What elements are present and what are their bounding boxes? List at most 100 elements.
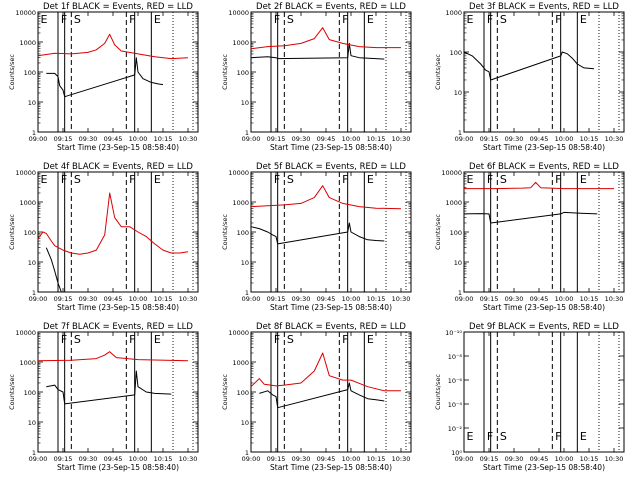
x-tick-label: 10:00 (129, 135, 148, 143)
x-axis-label: Start Time (23-Sep-15 08:58:40) (57, 303, 179, 312)
x-axis-label: Start Time (23-Sep-15 08:58:40) (270, 143, 392, 152)
phase-marker-label: E (41, 13, 48, 26)
y-tick-label: 1000 (232, 359, 249, 367)
x-tick-label: 09:30 (505, 295, 524, 303)
phase-marker-label: S (500, 13, 507, 26)
phase-marker-label: F (61, 173, 67, 186)
y-tick-label: 1000 (232, 199, 249, 207)
x-tick-label: 09:15 (480, 455, 499, 463)
phase-marker-label: F (274, 173, 280, 186)
series-events-line (250, 222, 385, 245)
x-axis-label: Start Time (23-Sep-15 08:58:40) (483, 463, 605, 472)
panel-title: Det 8f BLACK = Events, RED = LLD (256, 322, 406, 332)
y-tick-label: 1000 (19, 359, 36, 367)
y-axis-label: Counts/sec (221, 54, 229, 90)
panel-det-5: Det 5f BLACK = Events, RED = LLD 09:00 09:… (221, 162, 412, 312)
x-axis-label: Start Time (23-Sep-15 08:58:40) (270, 463, 392, 472)
x-tick-label: 09:00 (29, 135, 48, 143)
x-tick-label: 09:30 (79, 135, 98, 143)
x-tick-label: 09:15 (267, 295, 286, 303)
phase-marker-label: F (342, 333, 348, 346)
x-tick-label: 10:30 (179, 135, 198, 143)
x-tick-label: 09:00 (29, 455, 48, 463)
panel-det-9: Det 9f BLACK = Events, RED = LLD 09:00 09:… (434, 322, 625, 472)
phase-marker-label: E (41, 173, 48, 186)
y-tick-label: 100 (237, 389, 249, 397)
panel-title: Det 7f BLACK = Events, RED = LLD (43, 322, 193, 332)
x-tick-label: 09:30 (79, 455, 98, 463)
y-tick-label: 10⁰ (451, 449, 462, 457)
x-tick-label: 09:45 (104, 135, 123, 143)
phase-marker-label: E (154, 333, 161, 346)
phase-marker-label: F (274, 13, 280, 26)
y-tick-label: 1 (245, 289, 249, 297)
x-tick-label: 10:00 (342, 135, 361, 143)
y-tick-label: 1 (32, 449, 36, 457)
y-tick-label: 10000 (15, 9, 36, 17)
phase-marker-label: F (129, 13, 135, 26)
y-tick-label: 10000 (228, 169, 249, 177)
series-events-line (463, 51, 595, 81)
plot-frame (37, 171, 199, 293)
x-tick-label: 09:45 (530, 135, 549, 143)
y-tick-label: 10000 (228, 329, 249, 337)
panel-det-6: Det 6f BLACK = Events, RED = LLD 09:00 09:… (434, 162, 625, 312)
series-lld-line (250, 352, 401, 392)
phase-marker-label: F (61, 13, 67, 26)
y-tick-label: 1 (245, 449, 249, 457)
x-tick-label: 10:15 (367, 135, 386, 143)
x-tick-label: 09:45 (530, 295, 549, 303)
x-tick-label: 10:15 (580, 135, 599, 143)
panel-title: Det 2f BLACK = Events, RED = LLD (256, 2, 406, 12)
phase-marker-label: S (287, 13, 294, 26)
x-tick-label: 10:00 (129, 455, 148, 463)
series-events-line (250, 42, 385, 60)
y-tick-label: 10000 (15, 169, 36, 177)
phase-marker-label: F (487, 430, 493, 443)
x-tick-label: 09:00 (455, 455, 474, 463)
x-tick-label: 09:45 (317, 455, 336, 463)
phase-marker-label: F (487, 173, 493, 186)
series-lld-line (37, 33, 189, 60)
phase-marker-label: F (555, 13, 561, 26)
plot-frame (463, 11, 625, 133)
x-tick-label: 10:15 (154, 135, 173, 143)
x-tick-label: 10:00 (555, 135, 574, 143)
y-tick-label: 1000 (232, 39, 249, 47)
series-events-line (463, 211, 598, 224)
x-tick-label: 09:15 (480, 135, 499, 143)
phase-marker-label: E (154, 173, 161, 186)
y-axis-label: Counts/sec (434, 214, 442, 250)
x-tick-label: 09:15 (267, 135, 286, 143)
x-tick-label: 09:00 (455, 135, 474, 143)
phase-marker-label: E (580, 430, 587, 443)
y-tick-label: 10000 (228, 9, 249, 17)
panel-det-7: Det 7f BLACK = Events, RED = LLD 09:00 09:… (8, 322, 199, 472)
phase-marker-label: F (129, 333, 135, 346)
series-events-line (46, 57, 164, 98)
panel-det-3: Det 3f BLACK = Events, RED = LLD 09:00 09:… (434, 2, 625, 152)
y-tick-label: 100 (24, 229, 36, 237)
phase-marker-label: S (500, 173, 507, 186)
phase-marker-label: E (467, 13, 474, 26)
y-axis-label: Counts/sec (434, 54, 442, 90)
x-tick-label: 10:15 (580, 295, 599, 303)
plot-frame (250, 331, 412, 453)
x-tick-label: 10:15 (367, 295, 386, 303)
x-tick-label: 10:30 (179, 295, 198, 303)
x-tick-label: 09:30 (292, 455, 311, 463)
y-axis-label: Counts/sec (8, 374, 16, 410)
x-axis-label: Start Time (23-Sep-15 08:58:40) (270, 303, 392, 312)
phase-marker-label: F (555, 430, 561, 443)
series-events-line (46, 370, 172, 405)
x-tick-label: 09:30 (292, 135, 311, 143)
x-tick-label: 09:00 (455, 295, 474, 303)
phase-marker-label: E (367, 333, 374, 346)
x-tick-label: 10:00 (342, 455, 361, 463)
x-tick-label: 10:30 (392, 295, 411, 303)
phase-marker-label: E (467, 430, 474, 443)
y-tick-label: 10 (28, 419, 36, 427)
y-tick-label: 100 (24, 389, 36, 397)
panel-det-8: Det 8f BLACK = Events, RED = LLD 09:00 09:… (221, 322, 412, 472)
